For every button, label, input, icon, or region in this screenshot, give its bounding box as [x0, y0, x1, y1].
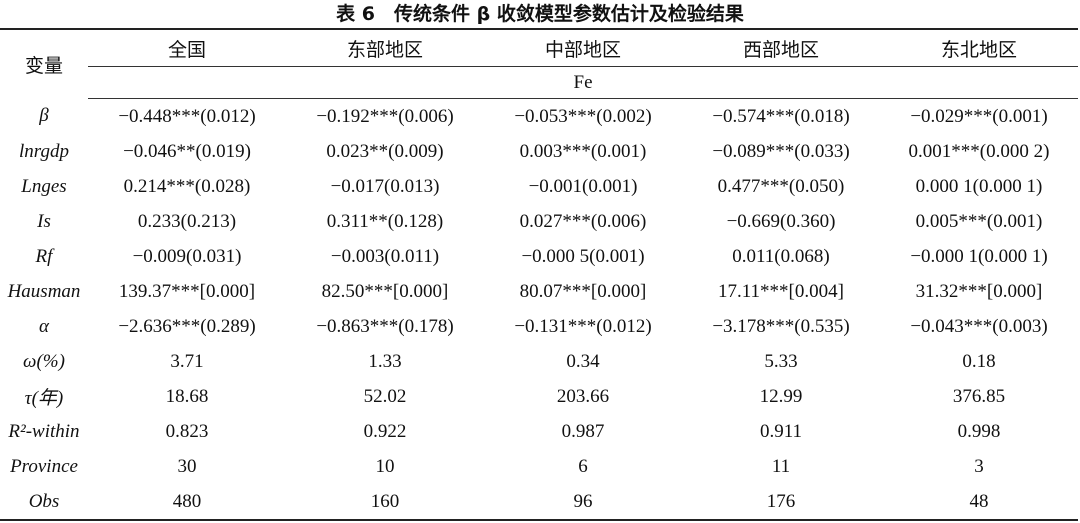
cell: 0.18 — [962, 350, 996, 372]
data-row: lnrgdp −0.046**(0.019) 0.023**(0.009) 0.003… — [0, 134, 1078, 169]
cell: 0.987 — [561, 420, 605, 442]
cell: 10 — [375, 455, 395, 477]
row-label: β — [39, 105, 49, 127]
data-row: ω(%) 3.71 1.33 0.34 5.33 0.18 — [0, 344, 1078, 379]
column-header: 全国 — [88, 29, 286, 67]
row-label: Lnges — [21, 175, 67, 197]
results-table: 变量 全国 东部地区 中部地区 西部地区 东北地区 Fe β −0.448***(0.01… — [0, 28, 1078, 521]
cell: −0.000 5(0.001) — [521, 245, 645, 267]
cell: −0.192***(0.006) — [316, 105, 454, 127]
cell: 0.233(0.213) — [137, 210, 237, 232]
row-label: Obs — [28, 490, 60, 512]
cell: 12.99 — [759, 385, 803, 407]
row-label: Hausman — [7, 280, 81, 302]
row-label: ω(%) — [23, 350, 65, 372]
row-label: lnrgdp — [19, 140, 69, 162]
column-header: 西部地区 — [682, 29, 880, 67]
column-header: 中部地区 — [484, 29, 682, 67]
cell: 0.023**(0.009) — [326, 140, 444, 162]
cell: 0.001***(0.000 2) — [908, 140, 1050, 162]
cell: 139.37***[0.000] — [118, 280, 256, 302]
cell: −0.574***(0.018) — [712, 105, 850, 127]
cell: −0.053***(0.002) — [514, 105, 652, 127]
cell: 480 — [172, 490, 202, 512]
cell: −0.003(0.011) — [330, 245, 440, 267]
cell: −0.448***(0.012) — [118, 105, 256, 127]
cell: 0.005***(0.001) — [915, 210, 1043, 232]
row-label: Province — [10, 455, 78, 477]
cell: 3.71 — [170, 350, 204, 372]
cell: 0.922 — [363, 420, 407, 442]
cell: 48 — [969, 490, 989, 512]
cell: 0.003***(0.001) — [519, 140, 647, 162]
cell: 0.477***(0.050) — [717, 175, 845, 197]
cell: 0.998 — [957, 420, 1001, 442]
cell: 6 — [578, 455, 588, 477]
data-row: Province 30 10 6 11 3 — [0, 449, 1078, 484]
cell: 0.011(0.068) — [732, 245, 830, 267]
row-label: α — [39, 315, 49, 337]
subheader-row: Fe — [0, 66, 1078, 99]
cell: 18.68 — [165, 385, 209, 407]
cell: −0.043***(0.003) — [910, 315, 1048, 337]
cell: −3.178***(0.535) — [712, 315, 850, 337]
header-row: 变量 全国 东部地区 中部地区 西部地区 东北地区 — [0, 29, 1078, 77]
data-row: τ(年) 18.68 52.02 203.66 12.99 376.85 — [0, 379, 1078, 414]
cell: 17.11***[0.004] — [718, 280, 844, 302]
cell: 0.34 — [566, 350, 600, 372]
cell: 0.311**(0.128) — [326, 210, 444, 232]
table-body: 变量 全国 东部地区 中部地区 西部地区 东北地区 Fe β −0.448***(0.01… — [0, 29, 1078, 520]
cell: −0.000 1(0.000 1) — [910, 245, 1048, 267]
cell: −0.131***(0.012) — [514, 315, 652, 337]
cell: 1.33 — [368, 350, 402, 372]
cell: 0.911 — [759, 420, 803, 442]
data-row: R²-within 0.823 0.922 0.987 0.911 0.998 — [0, 414, 1078, 449]
cell: 5.33 — [764, 350, 798, 372]
cell: −0.017(0.013) — [330, 175, 440, 197]
cell: −0.863***(0.178) — [316, 315, 454, 337]
cell: 0.000 1(0.000 1) — [915, 175, 1043, 197]
cell: 52.02 — [363, 385, 407, 407]
cell: 0.027***(0.006) — [519, 210, 647, 232]
row-label: Rf — [35, 245, 53, 267]
data-row: Lnges 0.214***(0.028) −0.017(0.013) −0.001(… — [0, 169, 1078, 204]
data-row: Obs 480 160 96 176 48 — [0, 484, 1078, 520]
cell: 176 — [766, 490, 796, 512]
column-header: 东部地区 — [286, 29, 484, 67]
cell: 30 — [177, 455, 197, 477]
data-row: Hausman 139.37***[0.000] 82.50***[0.000] 80… — [0, 274, 1078, 309]
cell: 11 — [771, 455, 791, 477]
cell: −0.001(0.001) — [528, 175, 638, 197]
cell: 3 — [974, 455, 984, 477]
cell: −0.046**(0.019) — [123, 140, 251, 162]
cell: 96 — [573, 490, 593, 512]
cell: 160 — [370, 490, 400, 512]
cell: −0.089***(0.033) — [712, 140, 850, 162]
cell: 203.66 — [556, 385, 610, 407]
column-header: 东北地区 — [880, 29, 1078, 67]
cell: −0.009(0.031) — [132, 245, 242, 267]
table-title: 表 6 传统条件 β 收敛模型参数估计及检验结果 — [336, 3, 744, 25]
cell: 376.85 — [952, 385, 1006, 407]
subheader: Fe — [88, 66, 1078, 99]
data-row: Rf −0.009(0.031) −0.003(0.011) −0.000 5(0.0… — [0, 239, 1078, 274]
cell: 0.214***(0.028) — [123, 175, 251, 197]
row-label: R²-within — [8, 420, 80, 442]
cell: −0.669(0.360) — [726, 210, 836, 232]
data-row: Is 0.233(0.213) 0.311**(0.128) 0.027***(0.0… — [0, 204, 1078, 239]
cell: −0.029***(0.001) — [910, 105, 1048, 127]
cell: 0.823 — [165, 420, 209, 442]
cell: 82.50***[0.000] — [321, 280, 449, 302]
cell: 31.32***[0.000] — [915, 280, 1043, 302]
row-label: τ(年) — [24, 388, 64, 409]
cell: 80.07***[0.000] — [519, 280, 647, 302]
cell: −2.636***(0.289) — [118, 315, 256, 337]
corner-header: 变量 — [24, 55, 63, 77]
data-row: β −0.448***(0.012) −0.192***(0.006) −0.053*… — [0, 99, 1078, 135]
data-row: α −2.636***(0.289) −0.863***(0.178) −0.131*… — [0, 309, 1078, 344]
row-label: Is — [37, 210, 51, 232]
